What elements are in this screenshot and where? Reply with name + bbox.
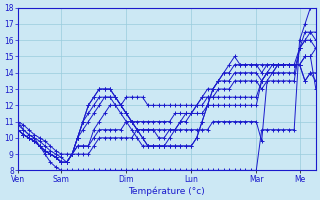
X-axis label: Température (°c): Température (°c) (129, 186, 205, 196)
